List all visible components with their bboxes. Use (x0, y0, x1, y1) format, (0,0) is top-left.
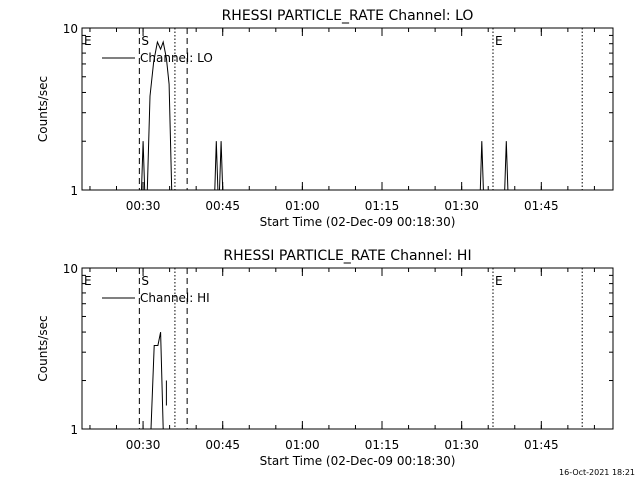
x-tick-label: 01:30 (444, 438, 479, 452)
chart-panel-1: RHESSI PARTICLE_RATE Channel: HI Start Ti… (36, 248, 614, 468)
x-tick-label: 01:45 (524, 438, 559, 452)
x-tick-label: 01:00 (285, 438, 320, 452)
x-tick-label: 01:45 (524, 199, 559, 213)
series-line-segment (504, 141, 509, 191)
y-tick-label: 10 (63, 22, 78, 36)
event-marker-label: E (495, 274, 503, 288)
y-axis-label: Counts/sec (36, 76, 50, 142)
x-tick-label: 00:30 (126, 199, 161, 213)
legend-label: Channel: HI (140, 291, 210, 305)
series-line-segment (141, 141, 146, 191)
y-tick-label: 1 (70, 184, 78, 198)
x-tick-label: 01:15 (365, 438, 400, 452)
x-tick-label: 00:45 (205, 199, 240, 213)
event-marker-label: E (84, 274, 92, 288)
x-tick-label: 00:30 (126, 438, 161, 452)
event-marker-label: S (141, 274, 149, 288)
plot-frame (81, 267, 614, 430)
chart-panel-0: RHESSI PARTICLE_RATE Channel: LO Start Ti… (36, 8, 614, 229)
x-tick-label: 00:45 (205, 438, 240, 452)
x-tick-label: 01:00 (285, 199, 320, 213)
series-line-segment (150, 332, 164, 430)
chart-title: RHESSI PARTICLE_RATE Channel: HI (223, 248, 471, 264)
chart-title: RHESSI PARTICLE_RATE Channel: LO (222, 8, 474, 24)
y-tick-label: 10 (63, 262, 78, 276)
x-tick-label: 01:15 (365, 199, 400, 213)
y-tick-label: 1 (70, 423, 78, 437)
plot-frame (81, 27, 614, 191)
x-axis-label: Start Time (02-Dec-09 00:18:30) (260, 454, 456, 468)
event-marker-label: E (84, 34, 92, 48)
y-axis-label: Counts/sec (36, 315, 50, 381)
plot-timestamp: 16-Oct-2021 18:21 (559, 468, 635, 477)
series-line-segment (479, 141, 484, 191)
series-line-segment (214, 141, 224, 191)
x-tick-label: 01:30 (444, 199, 479, 213)
legend-label: Channel: LO (140, 51, 213, 65)
x-axis-label: Start Time (02-Dec-09 00:18:30) (260, 215, 456, 229)
event-marker-label: E (495, 34, 503, 48)
series-line-segment (146, 40, 173, 191)
event-marker-label: S (141, 34, 149, 48)
